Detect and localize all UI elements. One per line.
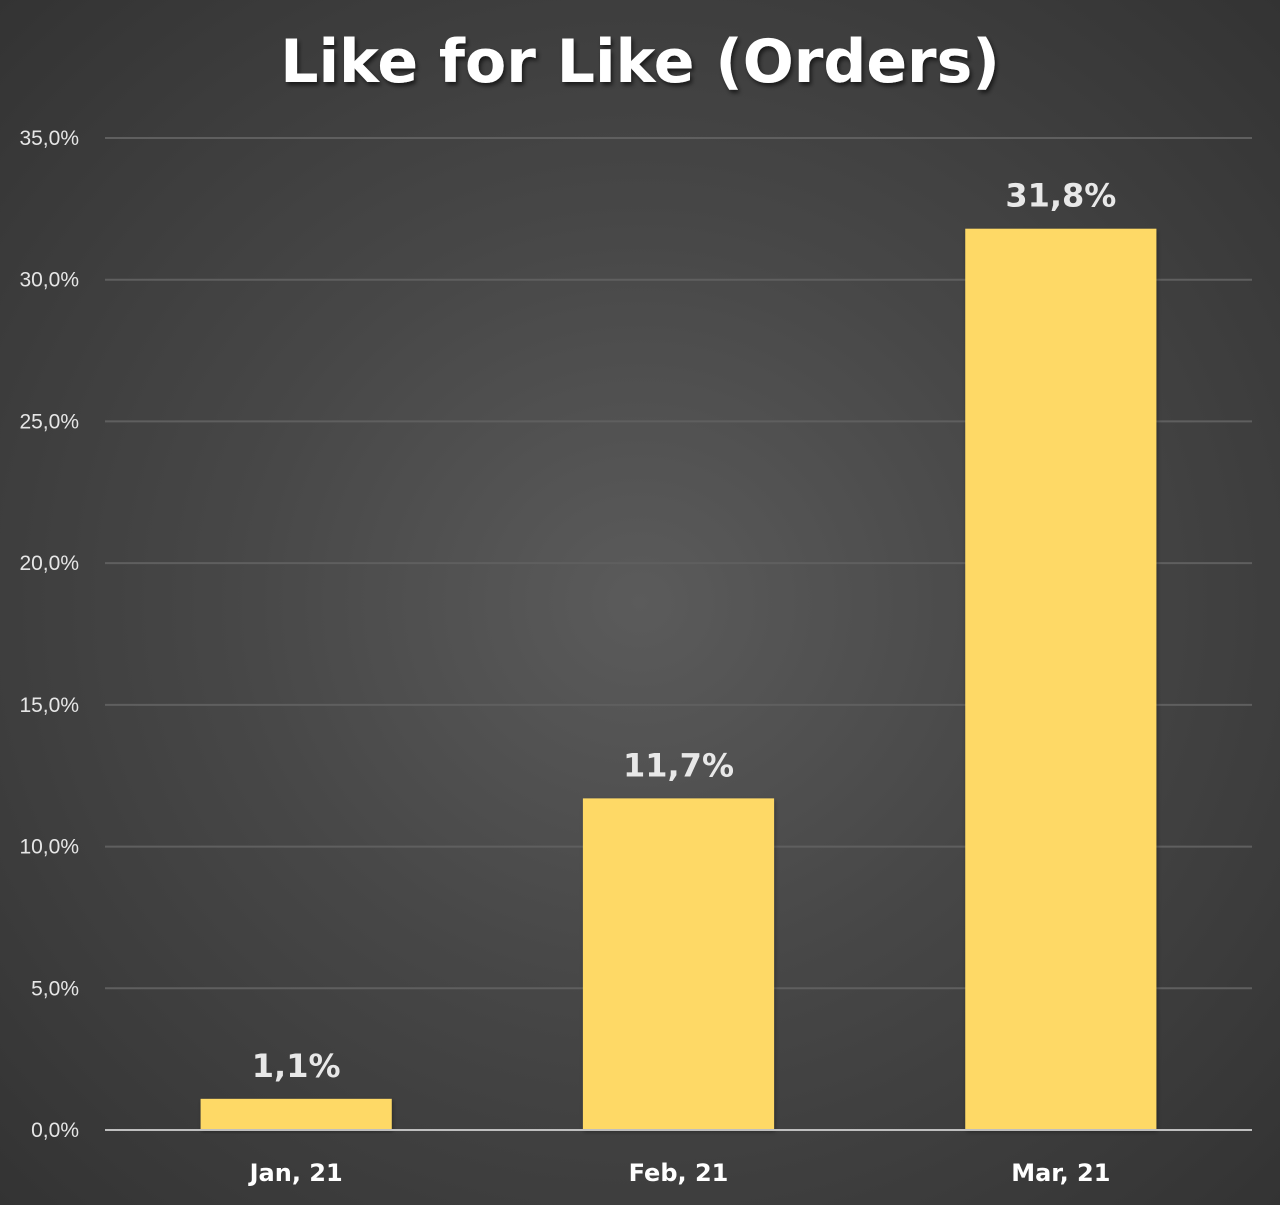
bar — [965, 228, 1157, 1130]
y-tick-label: 30,0% — [19, 269, 79, 292]
y-tick-label: 15,0% — [19, 694, 79, 717]
bar — [200, 1098, 392, 1130]
y-tick-label: 5,0% — [31, 977, 79, 1000]
y-tick-label: 20,0% — [19, 552, 79, 575]
y-tick-label: 10,0% — [19, 836, 79, 859]
data-label: 1,1% — [252, 1047, 341, 1085]
y-axis-tick-labels: 0,0% 5,0% 10,0% 15,0% 20,0% 25,0% 30,0% 35,0% — [19, 127, 79, 1142]
bars — [200, 228, 1157, 1130]
x-category-label: Jan, 21 — [248, 1159, 343, 1187]
x-category-label: Feb, 21 — [629, 1159, 729, 1187]
data-label: 11,7% — [623, 746, 734, 784]
y-tick-label: 0,0% — [31, 1119, 79, 1142]
x-category-label: Mar, 21 — [1011, 1159, 1110, 1187]
bar — [582, 798, 775, 1130]
data-labels: 1,1% 11,7% 31,8% — [252, 177, 1117, 1085]
gridlines — [105, 137, 1252, 990]
chart-title: Like for Like (Orders) — [280, 27, 1000, 97]
y-tick-label: 25,0% — [19, 410, 79, 433]
y-tick-label: 35,0% — [19, 127, 79, 150]
data-label: 31,8% — [1005, 177, 1116, 215]
x-axis-category-labels: Jan, 21 Feb, 21 Mar, 21 — [248, 1159, 1111, 1187]
